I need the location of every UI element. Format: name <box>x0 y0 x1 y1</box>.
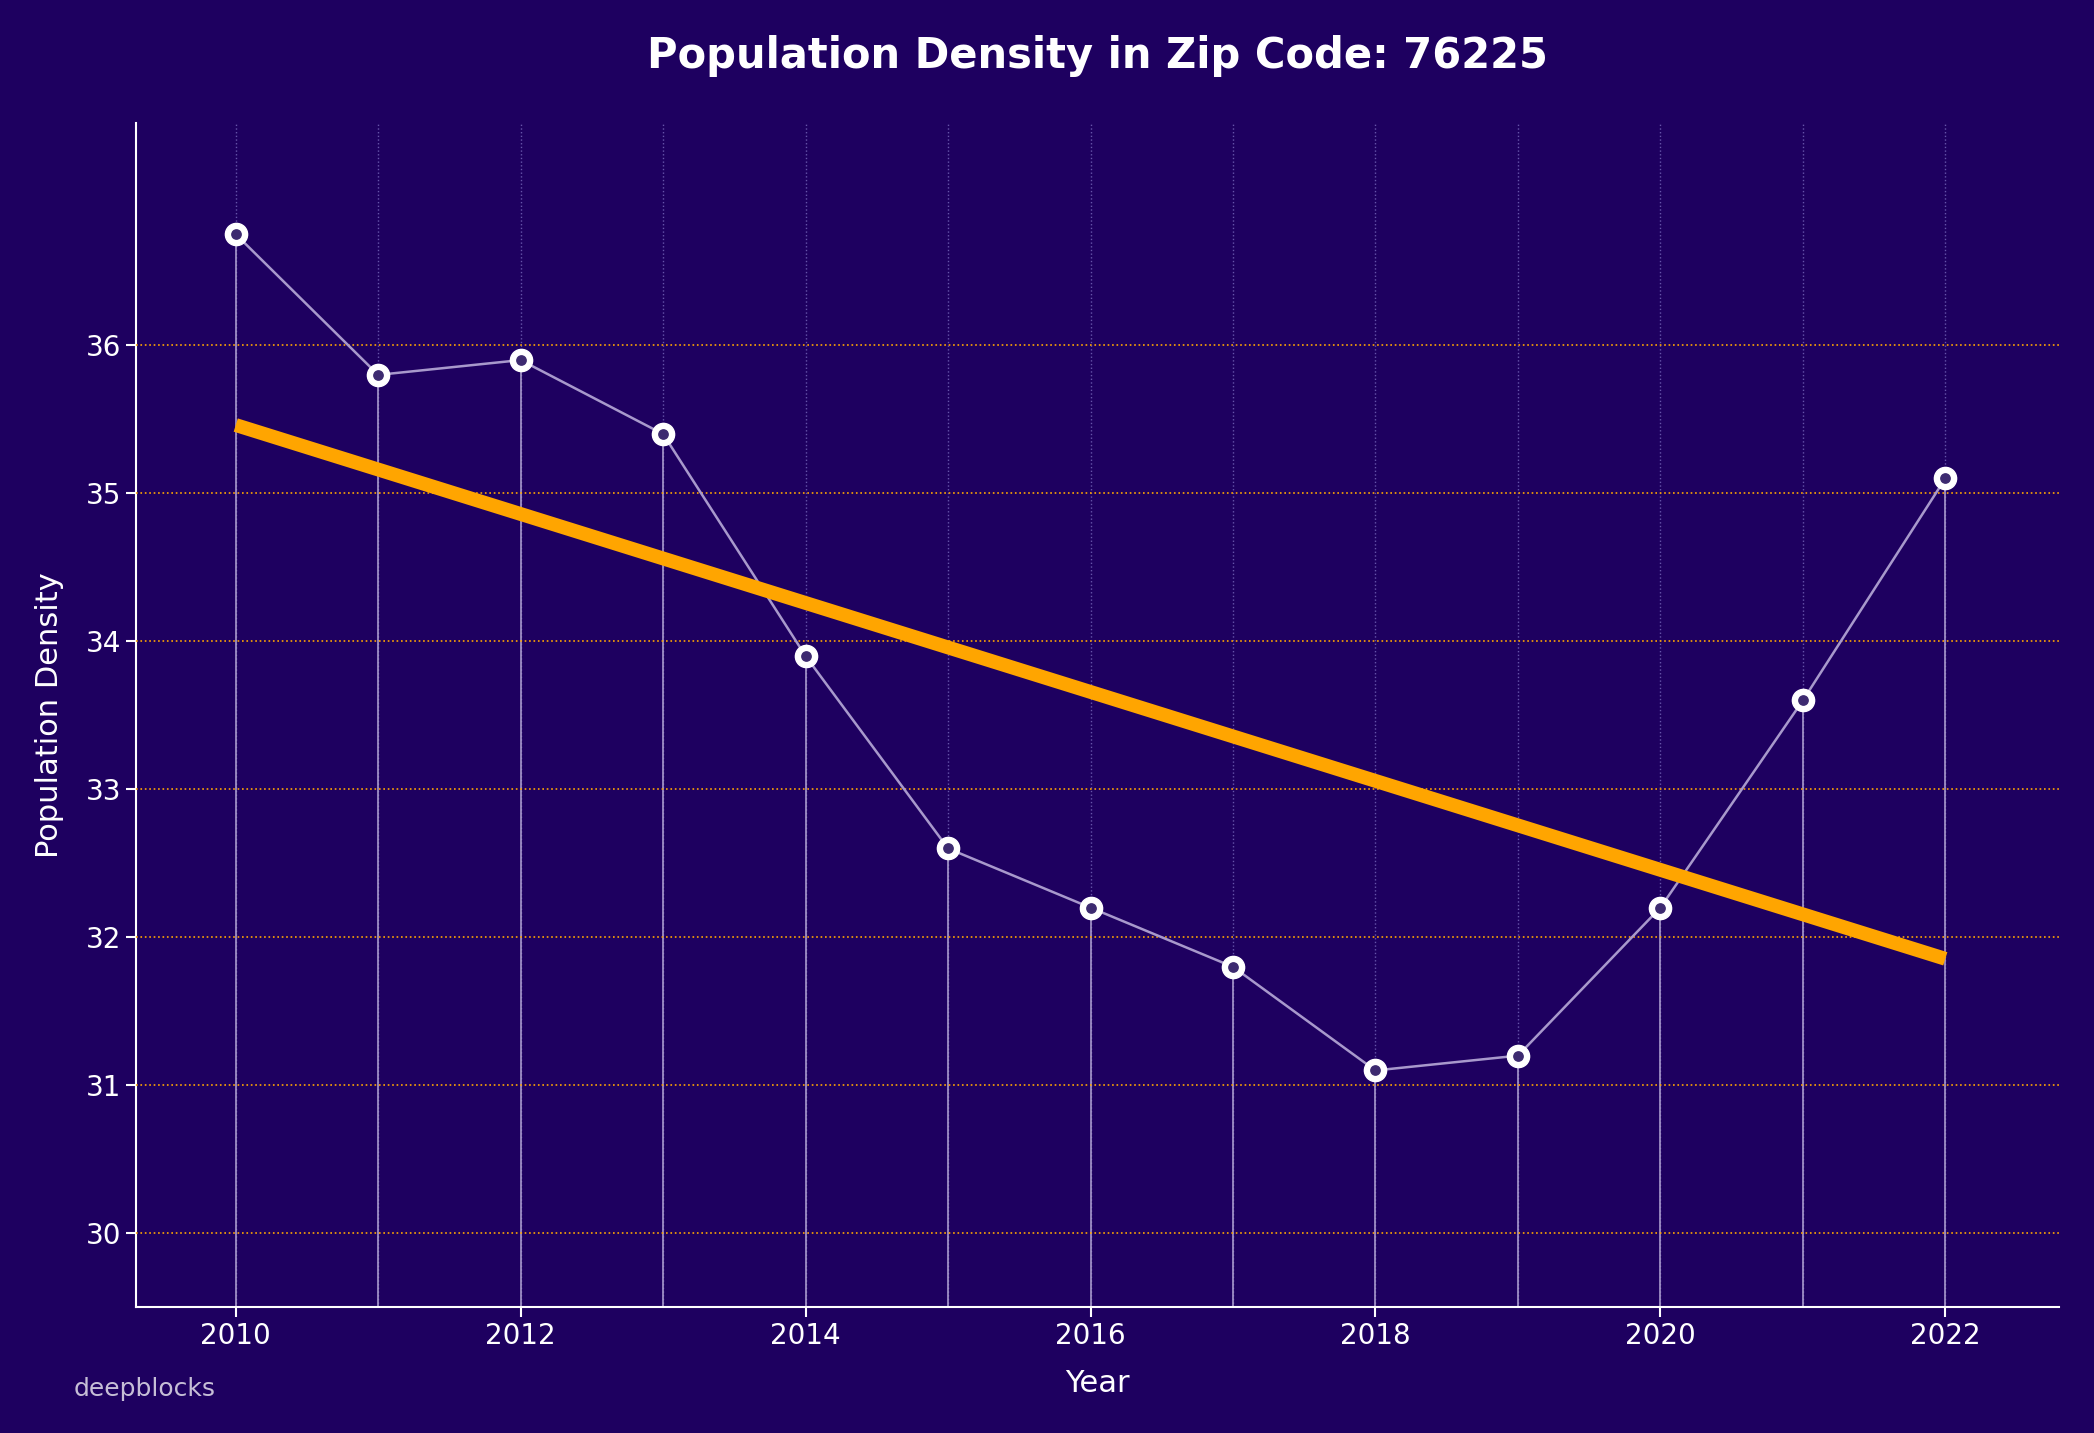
X-axis label: Year: Year <box>1066 1370 1131 1399</box>
Title: Population Density in Zip Code: 76225: Population Density in Zip Code: 76225 <box>647 34 1547 77</box>
Y-axis label: Population Density: Population Density <box>36 572 63 858</box>
Text: deepblocks: deepblocks <box>73 1377 216 1401</box>
